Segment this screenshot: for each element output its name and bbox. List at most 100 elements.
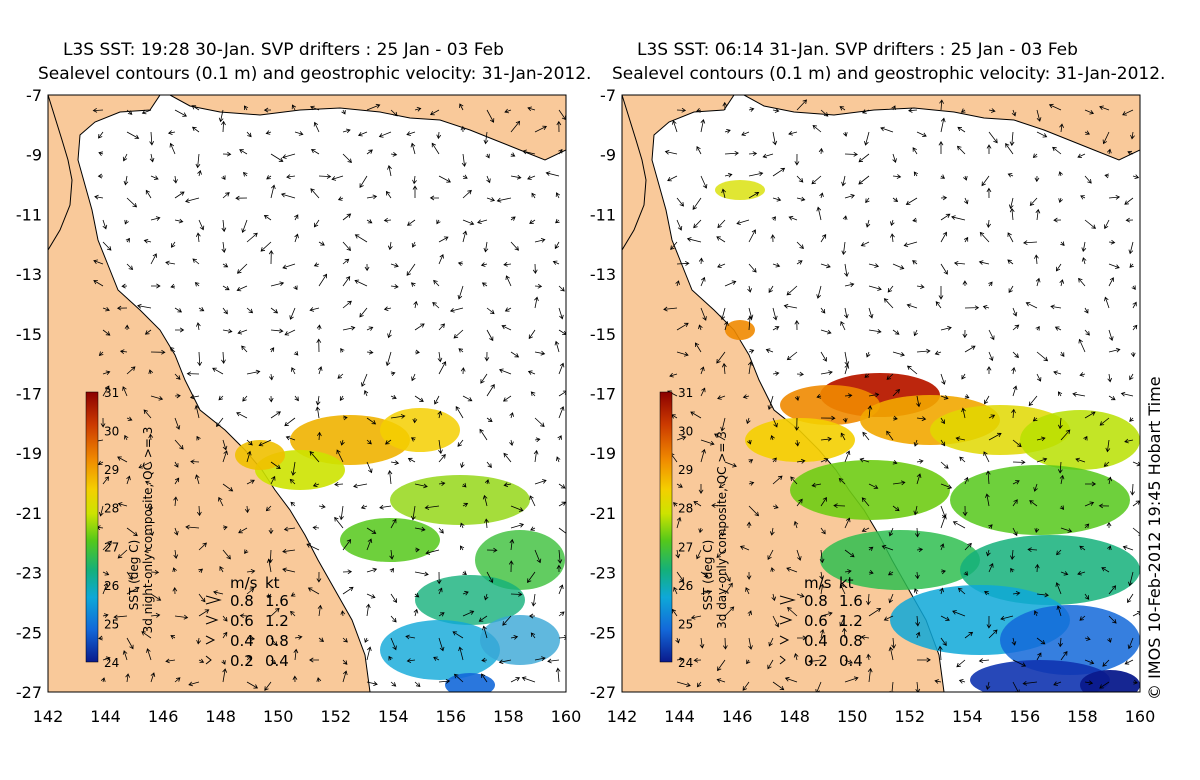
velocity-arrow-icon	[462, 590, 469, 596]
velocity-arrow-icon	[1078, 338, 1086, 353]
velocity-arrow-icon	[241, 219, 248, 234]
velocity-arrow-icon	[952, 610, 966, 617]
velocity-arrow-icon	[914, 571, 920, 580]
velocity-arrow-icon	[748, 171, 764, 177]
velocity-arrow-icon	[892, 351, 905, 357]
velocity-arrow-icon	[1059, 279, 1065, 287]
velocity-arrow-icon	[1060, 571, 1069, 576]
velocity-arrow-icon	[460, 461, 465, 469]
velocity-arrow-icon	[174, 191, 185, 199]
legend-ms-value: 0.8	[804, 592, 828, 610]
velocity-arrow-icon	[840, 321, 846, 331]
velocity-arrow-icon	[194, 474, 200, 485]
velocity-arrow-icon	[671, 608, 678, 617]
velocity-arrow-icon	[521, 676, 536, 683]
velocity-arrow-icon	[282, 567, 296, 573]
velocity-arrow-icon	[1009, 207, 1015, 221]
velocity-arrow-icon	[816, 285, 822, 299]
velocity-arrow-icon	[698, 484, 704, 494]
y-tick-label: -19	[16, 444, 42, 463]
velocity-arrow-icon	[246, 569, 256, 574]
left-title-line2: Sealevel contours (0.1 m) and geostrophi…	[38, 64, 592, 84]
velocity-arrow-icon	[861, 109, 870, 114]
velocity-arrow-icon	[892, 153, 897, 163]
legend-header-ms: m/s	[804, 574, 832, 592]
velocity-arrow-icon	[1081, 257, 1087, 265]
velocity-arrow-icon	[1102, 131, 1110, 145]
x-tick-label: 152	[895, 707, 926, 726]
velocity-arrow-icon	[366, 326, 374, 331]
velocity-arrow-icon	[1036, 436, 1046, 442]
velocity-arrow-icon	[481, 673, 488, 683]
velocity-arrow-icon	[844, 659, 853, 664]
y-tick-label: -13	[16, 265, 42, 284]
velocity-arrow-icon	[221, 219, 227, 233]
velocity-arrow-icon	[887, 571, 894, 576]
velocity-arrow-icon	[1012, 351, 1019, 358]
legend-kt-value: 0.4	[839, 652, 863, 670]
velocity-arrow-icon	[819, 549, 825, 564]
velocity-arrow-icon	[962, 329, 968, 339]
velocity-arrow-icon	[379, 504, 392, 510]
velocity-arrow-icon	[411, 373, 416, 382]
velocity-arrow-icon	[765, 348, 774, 353]
velocity-arrow-icon	[1108, 263, 1120, 269]
velocity-arrow-icon	[457, 261, 464, 266]
velocity-arrow-icon	[198, 542, 207, 551]
velocity-arrow-icon	[534, 125, 548, 133]
velocity-arrow-icon	[794, 153, 800, 166]
velocity-arrow-icon	[962, 280, 968, 287]
x-tick-label: 156	[1010, 707, 1041, 726]
colorbar-tick-label: 25	[678, 617, 693, 631]
velocity-arrow-icon	[820, 329, 832, 335]
velocity-arrow-icon	[462, 482, 467, 488]
new-guinea-landmass	[169, 95, 566, 161]
velocity-arrow-icon	[315, 406, 321, 419]
velocity-arrow-icon	[366, 681, 378, 686]
velocity-arrow-icon	[150, 593, 162, 601]
velocity-arrow-icon	[859, 457, 870, 463]
velocity-arrow-icon	[198, 219, 205, 231]
velocity-arrow-icon	[266, 175, 272, 180]
velocity-arrow-icon	[364, 637, 369, 643]
velocity-arrow-icon	[148, 369, 154, 375]
velocity-arrow-icon	[986, 366, 992, 374]
velocity-arrow-icon	[528, 329, 536, 340]
x-tick-label: 158	[1067, 707, 1098, 726]
velocity-arrow-icon	[501, 324, 512, 331]
velocity-arrow-icon	[820, 307, 826, 314]
velocity-arrow-icon	[698, 257, 704, 265]
velocity-arrow-icon	[390, 681, 397, 687]
velocity-arrow-icon	[453, 673, 464, 683]
velocity-arrow-icon	[486, 109, 495, 123]
velocity-arrow-icon	[531, 192, 536, 199]
velocity-arrow-icon	[716, 549, 726, 558]
velocity-arrow-icon	[748, 229, 756, 243]
velocity-arrow-icon	[459, 545, 465, 551]
velocity-arrow-icon	[410, 437, 416, 442]
velocity-arrow-icon	[196, 322, 201, 331]
velocity-arrow-icon	[1056, 605, 1062, 617]
velocity-arrow-icon	[342, 538, 352, 551]
velocity-arrow-icon	[916, 547, 924, 553]
velocity-arrow-icon	[438, 439, 443, 455]
velocity-arrow-icon	[1007, 259, 1014, 265]
x-tick-label: 146	[722, 707, 753, 726]
velocity-arrow-icon	[294, 395, 299, 402]
velocity-arrow-icon	[692, 197, 702, 210]
velocity-arrow-icon	[558, 406, 565, 419]
velocity-arrow-icon	[1012, 439, 1022, 448]
velocity-arrow-icon	[195, 232, 201, 243]
velocity-arrow-icon	[892, 263, 905, 270]
velocity-arrow-icon	[480, 262, 488, 267]
x-tick-label: 146	[148, 707, 179, 726]
velocity-arrow-icon	[555, 192, 561, 199]
velocity-arrow-icon	[412, 175, 417, 185]
velocity-arrow-icon	[246, 588, 255, 595]
velocity-arrow-icon	[841, 241, 847, 256]
velocity-arrow-icon	[867, 667, 873, 683]
velocity-arrow-icon	[406, 219, 416, 226]
velocity-arrow-icon	[1127, 150, 1134, 156]
velocity-arrow-icon	[510, 523, 525, 529]
velocity-arrow-icon	[148, 433, 154, 441]
